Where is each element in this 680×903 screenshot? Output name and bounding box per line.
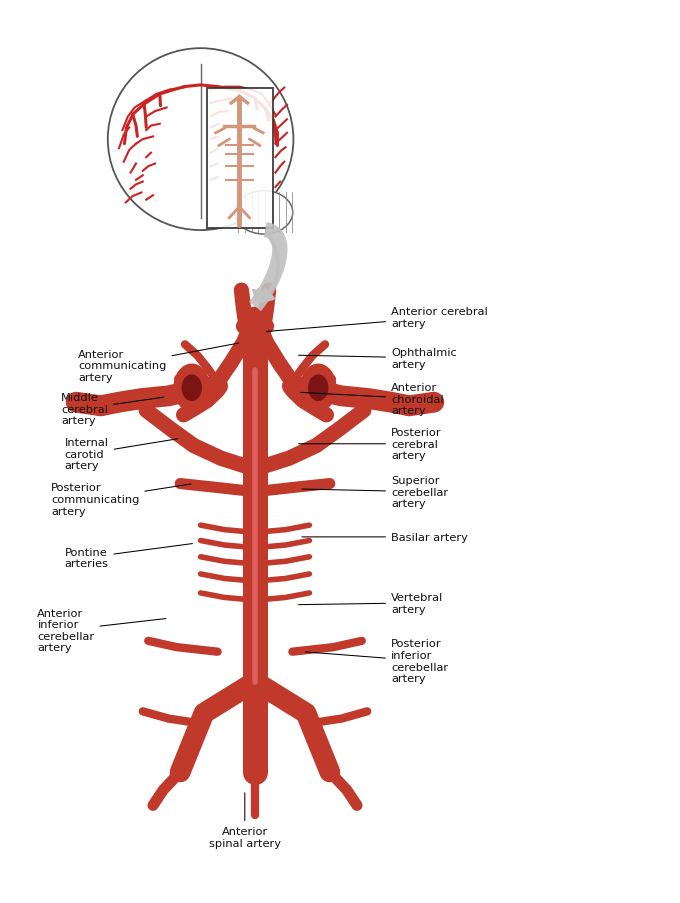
Text: Pontine
arteries: Pontine arteries: [65, 544, 192, 569]
Circle shape: [182, 376, 201, 401]
Ellipse shape: [107, 49, 294, 231]
Text: Anterior
spinal artery: Anterior spinal artery: [209, 793, 281, 848]
Text: Middle
cerebral
artery: Middle cerebral artery: [61, 393, 164, 425]
Circle shape: [301, 365, 336, 412]
Text: Anterior
inferior
cerebellar
artery: Anterior inferior cerebellar artery: [37, 608, 166, 653]
Text: Superior
cerebellar
artery: Superior cerebellar artery: [302, 476, 448, 508]
Text: Anterior
communicating
artery: Anterior communicating artery: [78, 344, 239, 382]
Text: Anterior cerebral
artery: Anterior cerebral artery: [267, 307, 488, 332]
Text: Ophthalmic
artery: Ophthalmic artery: [299, 348, 457, 369]
Circle shape: [174, 365, 209, 412]
Text: Posterior
cerebral
artery: Posterior cerebral artery: [299, 428, 441, 461]
Text: Internal
carotid
artery: Internal carotid artery: [65, 438, 177, 470]
Ellipse shape: [235, 191, 292, 235]
Text: Vertebral
artery: Vertebral artery: [299, 592, 443, 614]
Text: Basilar artery: Basilar artery: [302, 532, 468, 543]
Circle shape: [241, 308, 269, 346]
Text: Posterior
communicating
artery: Posterior communicating artery: [51, 483, 191, 516]
Text: Posterior
inferior
cerebellar
artery: Posterior inferior cerebellar artery: [305, 638, 448, 684]
Circle shape: [309, 376, 328, 401]
Text: Anterior
choroidal
artery: Anterior choroidal artery: [301, 383, 443, 415]
FancyBboxPatch shape: [207, 88, 273, 228]
